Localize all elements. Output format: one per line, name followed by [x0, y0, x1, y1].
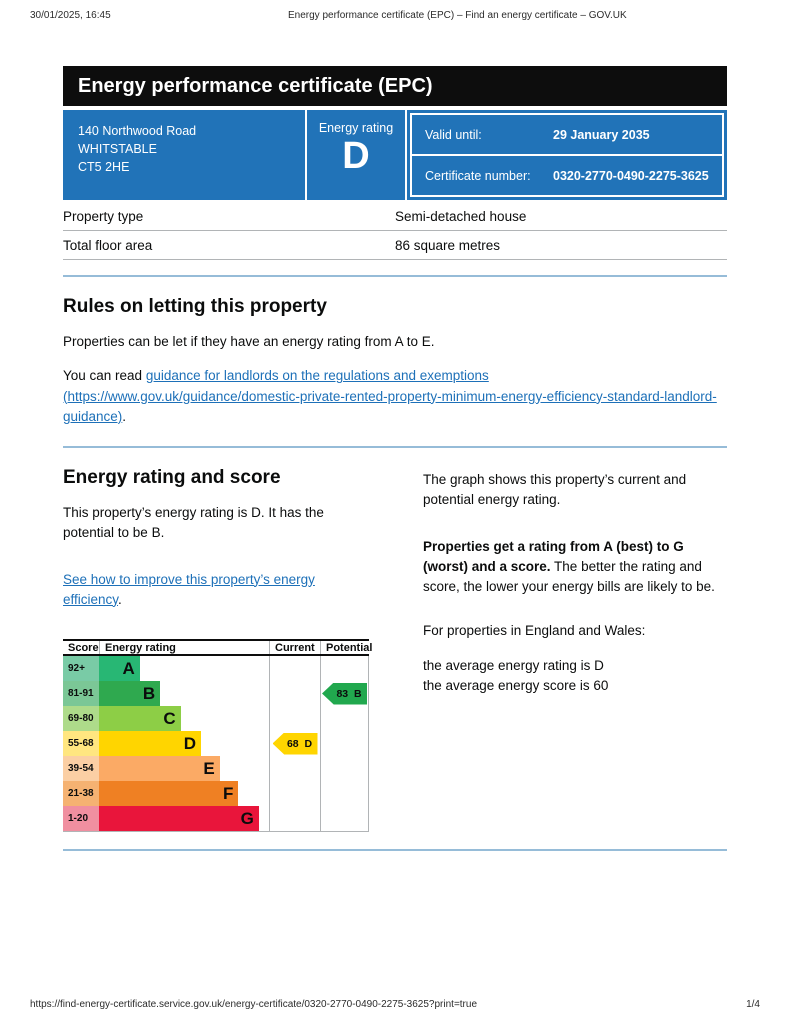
print-datetime: 30/01/2025, 16:45 — [30, 10, 111, 21]
energy-rating-value: D — [342, 135, 370, 177]
floor-area-label: Total floor area — [63, 238, 153, 253]
address-line-3: CT5 2HE — [78, 159, 130, 174]
epc-rating-chart: Score Energy rating Current Potential 92… — [63, 639, 372, 832]
chart-header-row: Score Energy rating Current Potential — [63, 639, 372, 656]
rating-right-column: The graph shows this property’s current … — [369, 448, 727, 832]
rating-summary-paragraph: This property’s energy rating is D. It h… — [63, 505, 324, 541]
band-letter: G — [240, 809, 254, 828]
band-score: 69-80 — [63, 706, 99, 731]
valid-until-label: Valid until: — [425, 127, 482, 142]
table-row: Property type Semi-detached house — [63, 202, 727, 231]
band-letter: C — [163, 709, 176, 728]
rating-heading: Energy rating and score — [63, 467, 281, 488]
band-letter: F — [223, 784, 234, 803]
rules-section: Rules on letting this property Propertie… — [63, 296, 727, 427]
divider — [405, 110, 407, 200]
guidance-text-prefix: You can read — [63, 368, 146, 384]
chart-band-e: 39-54 E — [63, 756, 369, 781]
chart-col-rating: Energy rating — [99, 641, 269, 654]
certificate-number-label: Certificate number: — [425, 168, 531, 183]
chart-band-a: 92+ A — [63, 656, 369, 681]
band-score: 39-54 — [63, 756, 99, 781]
band-score: 1-20 — [63, 806, 99, 831]
print-doc-title: Energy performance certificate (EPC) – F… — [288, 10, 627, 21]
chart-col-potential: Potential — [320, 641, 372, 654]
valid-until-value: 29 January 2035 — [553, 127, 650, 142]
band-letter: D — [183, 734, 196, 753]
chart-band-g: 1-20 G — [63, 806, 369, 831]
average-values: the average energy rating is D the avera… — [423, 656, 727, 697]
energy-rating-section: Energy rating and score This property’s … — [63, 448, 727, 832]
band-letter: B — [142, 684, 156, 703]
certificate-number-row: Certificate number: 0320-2770-0490-2275-… — [410, 156, 724, 197]
average-rating-line: the average energy rating is D — [423, 657, 604, 673]
rating-explanation-bold: Properties get a rating from A (best) to… — [423, 538, 684, 574]
certificate-summary-box: 140 Northwood Road WHITSTABLE CT5 2HE En… — [63, 110, 727, 200]
band-score: 55-68 — [63, 731, 99, 756]
property-type-value: Semi-detached house — [395, 209, 527, 224]
band-letter: E — [203, 759, 215, 778]
print-page-number: 1/4 — [746, 999, 760, 1010]
table-row: Total floor area 86 square metres — [63, 231, 727, 260]
address-line-1: 140 Northwood Road — [78, 124, 197, 138]
address-line-2: WHITSTABLE — [78, 141, 157, 156]
valid-until-row: Valid until: 29 January 2035 — [410, 113, 724, 156]
potential-arrow: 83 B — [322, 682, 367, 705]
property-type-label: Property type — [63, 209, 144, 224]
property-details-table: Property type Semi-detached house Total … — [63, 202, 727, 260]
rules-paragraph: Properties can be let if they have an en… — [63, 334, 435, 349]
current-arrow: 68 D — [272, 732, 318, 755]
chart-band-b: 81-91 B 83 B — [63, 681, 369, 706]
energy-rating-label: Energy rating — [318, 121, 394, 135]
chart-col-score: Score — [68, 641, 99, 654]
improve-efficiency-link[interactable]: See how to improve this property’s energ… — [63, 571, 315, 607]
floor-area-value: 86 square metres — [395, 238, 501, 253]
chart-band-d: 55-68 D 68 D — [63, 731, 369, 756]
average-score-line: the average energy score is 60 — [423, 677, 609, 693]
certificate-page: Energy performance certificate (EPC) 140… — [63, 66, 727, 851]
chart-col-current: Current — [269, 641, 320, 654]
guidance-text-suffix: . — [122, 408, 127, 424]
improve-paragraph: See how to improve this property’s energ… — [63, 570, 369, 611]
band-score: 92+ — [63, 656, 99, 681]
rules-heading: Rules on letting this property — [63, 296, 327, 317]
section-divider — [63, 446, 727, 448]
chart-body: 92+ A 81-91 B 83 B 69-80 C — [63, 656, 369, 832]
landlord-guidance-link[interactable]: guidance for landlords on the regulation… — [63, 368, 717, 424]
band-score: 21-38 — [63, 781, 99, 806]
certificate-details: Valid until: 29 January 2035 Certificate… — [407, 110, 727, 200]
graph-description: The graph shows this property’s current … — [423, 472, 687, 508]
band-score: 81-91 — [63, 681, 99, 706]
rating-explanation: Properties get a rating from A (best) to… — [423, 537, 727, 598]
rules-guidance-paragraph: You can read guidance for landlords on t… — [63, 366, 727, 427]
property-address: 140 Northwood Road WHITSTABLE CT5 2HE — [63, 110, 305, 200]
band-letter: A — [122, 659, 135, 678]
england-wales-intro: For properties in England and Wales: — [423, 623, 646, 639]
section-divider — [63, 849, 727, 851]
certificate-number-value: 0320-2770-0490-2275-3625 — [553, 168, 709, 183]
rating-left-column: Energy rating and score This property’s … — [63, 448, 372, 832]
improve-suffix: . — [118, 591, 122, 607]
rating-explanation-rest: The better the rating and score, the low… — [423, 558, 715, 594]
energy-rating-cell: Energy rating D — [307, 110, 405, 200]
print-url: https://find-energy-certificate.service.… — [30, 999, 478, 1010]
chart-band-f: 21-38 F — [63, 781, 369, 806]
section-divider — [63, 275, 727, 277]
chart-band-c: 69-80 C — [63, 706, 369, 731]
page-title: Energy performance certificate (EPC) — [63, 66, 727, 106]
divider — [305, 110, 307, 200]
